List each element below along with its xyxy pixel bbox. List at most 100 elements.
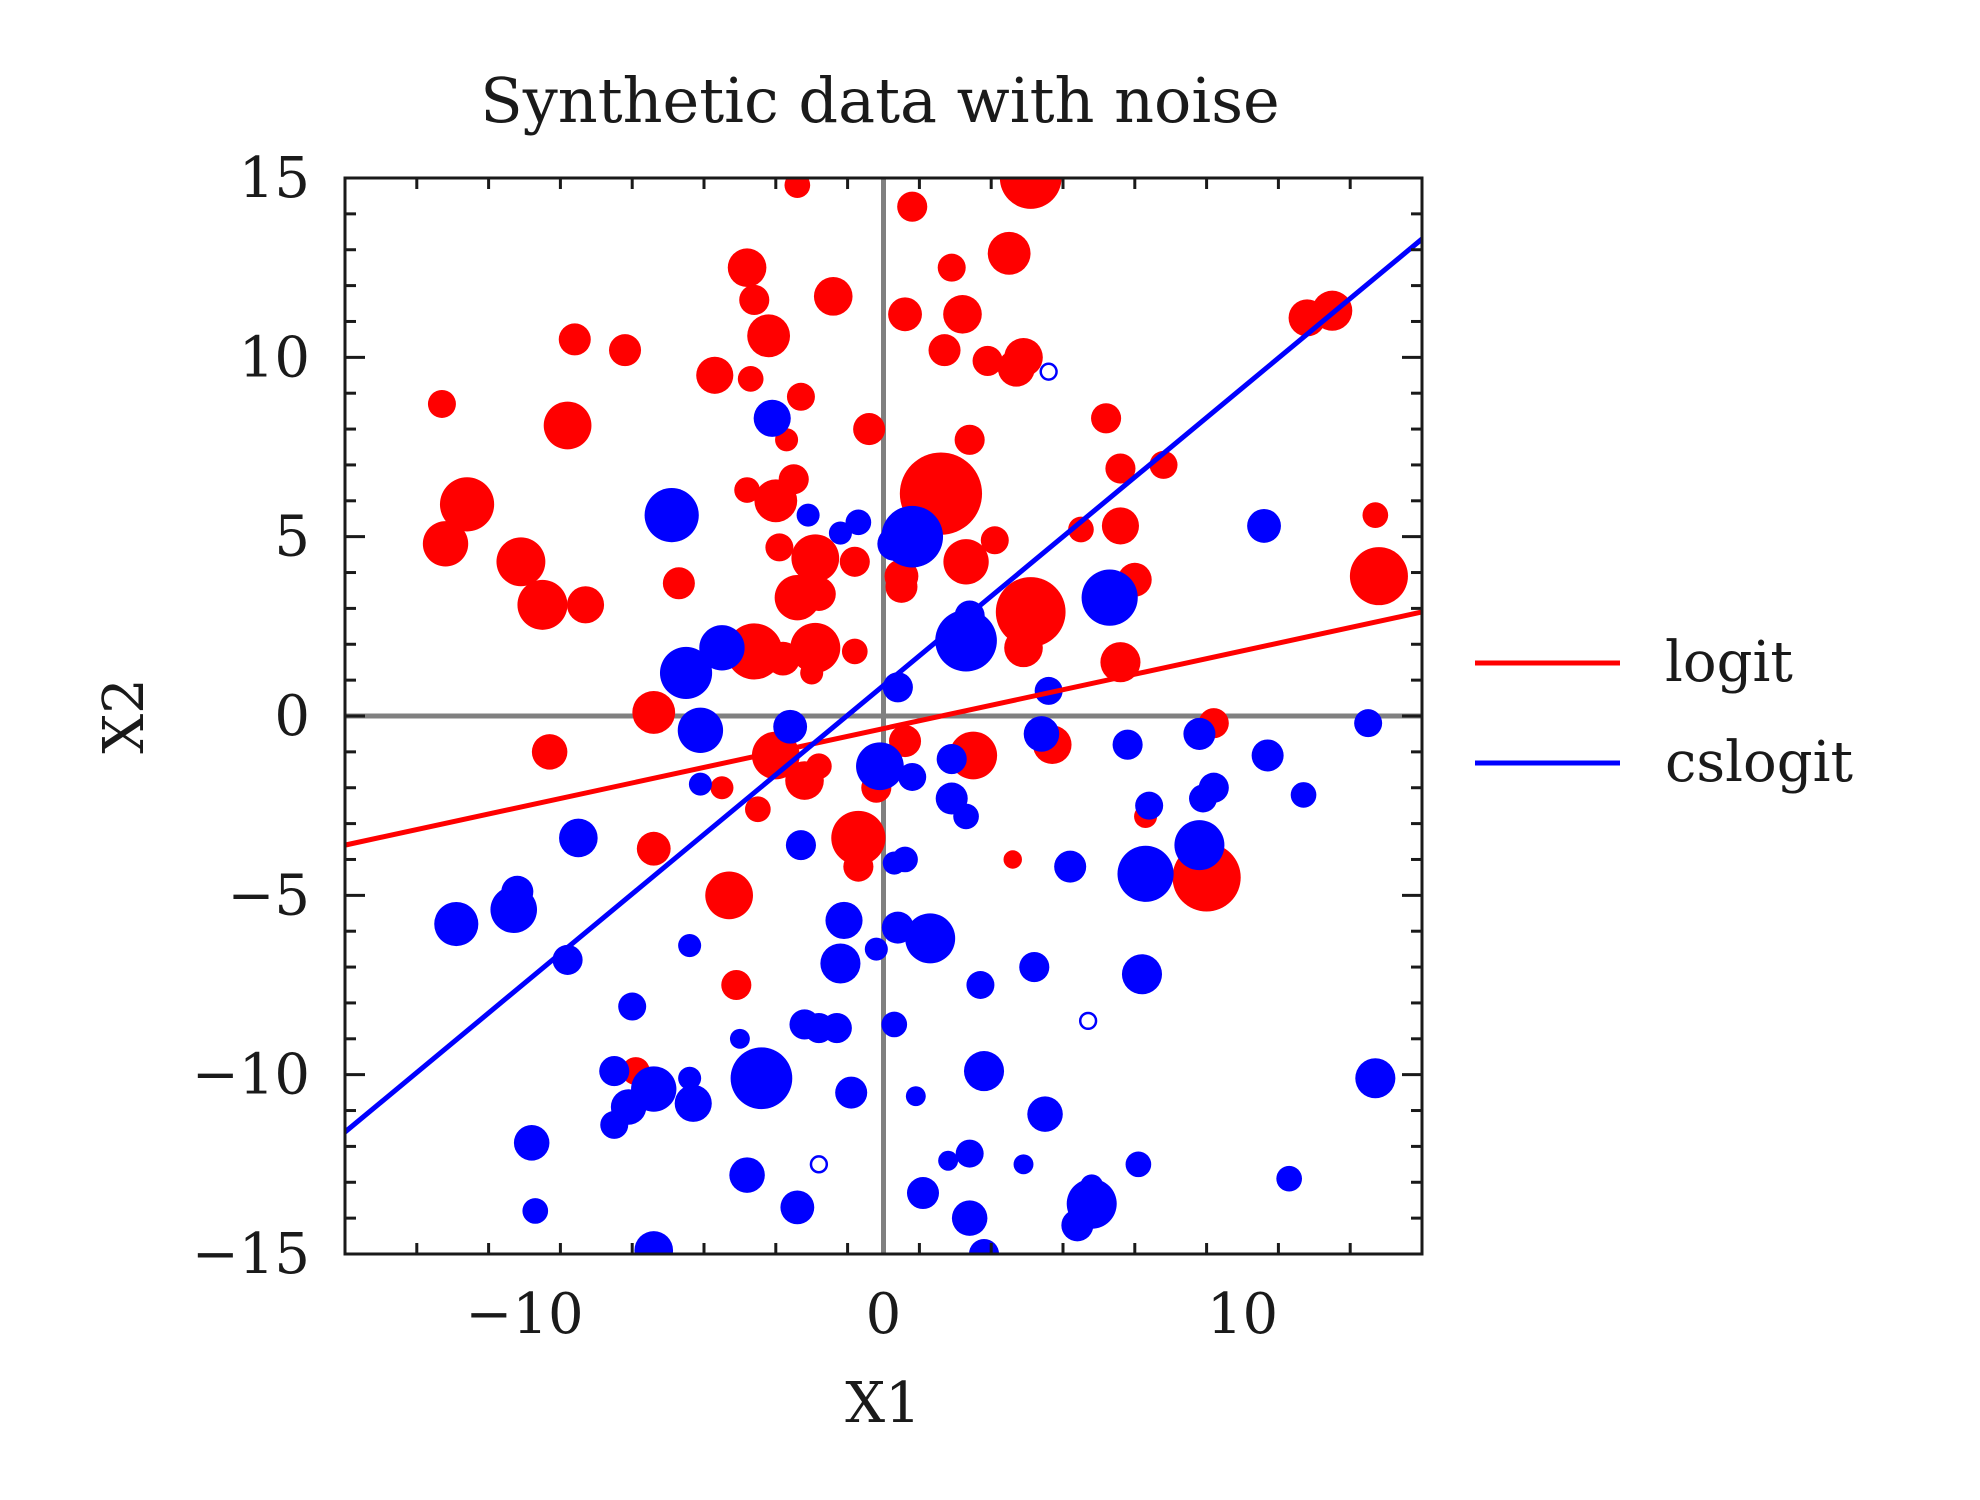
scatter-point — [806, 753, 832, 780]
scatter-point — [966, 971, 995, 999]
scatter-point — [791, 534, 840, 583]
scatter-point — [1105, 453, 1136, 484]
scatter-point — [1068, 516, 1094, 543]
scatter-point — [618, 992, 647, 1021]
scatter-point — [600, 1110, 629, 1139]
plot-area — [343, 176, 1424, 1256]
fit-lines — [345, 237, 1422, 1134]
scatter-point — [1189, 784, 1218, 813]
scatter-point — [1023, 716, 1060, 752]
scatter-point — [678, 934, 702, 958]
scatter-point — [953, 803, 979, 830]
scatter-point — [841, 638, 868, 665]
scatter-point — [786, 382, 815, 411]
scatter-point — [821, 1012, 852, 1044]
scatter-point — [1355, 1058, 1396, 1099]
scatter-point — [688, 772, 712, 796]
scatter-point — [696, 356, 734, 394]
scatter-point — [905, 913, 956, 964]
scatter-point — [825, 901, 863, 939]
scatter-point — [745, 796, 771, 823]
y-tick-label: −15 — [192, 1222, 310, 1287]
scatter-point — [897, 191, 928, 222]
scatter-point — [954, 424, 985, 455]
scatter-point — [729, 1157, 765, 1193]
scatter-point — [754, 479, 798, 523]
y-tick-label: 5 — [274, 505, 310, 570]
scatter-point — [877, 526, 912, 561]
scatter-point — [439, 477, 495, 532]
scatter-point — [634, 1231, 674, 1254]
scatter-point — [1183, 717, 1216, 750]
axis-ticks — [343, 176, 1424, 1256]
logit-line — [345, 609, 1422, 848]
scatter-point — [938, 1150, 959, 1171]
scatter-point — [678, 1066, 702, 1090]
scatter-point — [422, 521, 469, 567]
scatter-point — [1004, 628, 1043, 668]
scatter-point — [905, 1086, 926, 1107]
legend-label-logit: logit — [1665, 630, 1793, 695]
scatter-point — [644, 488, 699, 543]
scatter-point — [888, 297, 922, 332]
scatter-point — [853, 413, 886, 446]
scatter-point — [531, 734, 568, 770]
y-tick-label: 0 — [274, 684, 310, 749]
scatter-point — [1013, 1154, 1034, 1175]
scatter-point — [730, 1047, 793, 1110]
x-tick-label: −10 — [465, 1282, 583, 1347]
scatter-point — [784, 178, 811, 199]
scatter-point — [1100, 642, 1141, 683]
scatter-point — [889, 725, 922, 758]
scatter-point — [522, 1198, 549, 1224]
scatter-point — [721, 969, 752, 1001]
scatter-point — [780, 1190, 815, 1225]
scatter-point — [809, 1155, 829, 1174]
scatter-point — [1251, 739, 1284, 772]
scatter-point — [632, 691, 676, 734]
chart-title: Synthetic data with noise — [480, 64, 1279, 137]
scatter-point — [881, 1011, 908, 1038]
x-tick-labels: −10 0 10 — [465, 1282, 1278, 1347]
scatter-point — [1354, 709, 1383, 738]
scatter-point — [766, 641, 800, 676]
scatter-point — [699, 625, 745, 671]
scatter-point — [496, 537, 546, 587]
scatter-point — [785, 830, 816, 861]
scatter-point — [753, 399, 791, 437]
scatter-point — [943, 539, 989, 585]
y-axis-label: X2 — [92, 678, 157, 754]
scatter-point — [729, 1028, 750, 1049]
scatter-point — [710, 776, 734, 800]
scatter-point — [987, 231, 1031, 275]
x-axis-label: X1 — [845, 1371, 921, 1436]
scatter-point — [856, 742, 904, 791]
scatter-point — [813, 277, 853, 316]
scatter-point — [980, 526, 1009, 555]
scatter-point — [885, 570, 918, 603]
scatter-point — [972, 345, 1003, 376]
scatter-point — [937, 253, 966, 282]
scatter-point — [636, 831, 671, 866]
scatter-point — [1117, 845, 1174, 902]
scatter-point — [997, 349, 1035, 387]
scatter-point — [800, 661, 824, 685]
scatter-point — [599, 1056, 630, 1087]
scatter-point — [835, 1076, 868, 1109]
y-tick-label: −5 — [227, 863, 310, 928]
legend: logit cslogit — [1475, 630, 1853, 795]
scatter-point — [892, 846, 918, 873]
scatter-point — [1247, 508, 1281, 543]
reference-lines — [345, 178, 1422, 1254]
scatter-point — [831, 810, 886, 866]
scatter-point — [995, 577, 1066, 647]
x-tick-label: 10 — [1207, 1282, 1278, 1347]
scatter-point — [517, 579, 568, 630]
scatter-point — [765, 533, 794, 562]
scatter-point — [1019, 952, 1050, 983]
scatter-point — [843, 851, 874, 882]
cslogit-line — [345, 237, 1422, 1134]
scatter-point — [566, 586, 605, 624]
scatter-point — [727, 248, 767, 287]
scatter-point — [963, 1051, 1005, 1092]
